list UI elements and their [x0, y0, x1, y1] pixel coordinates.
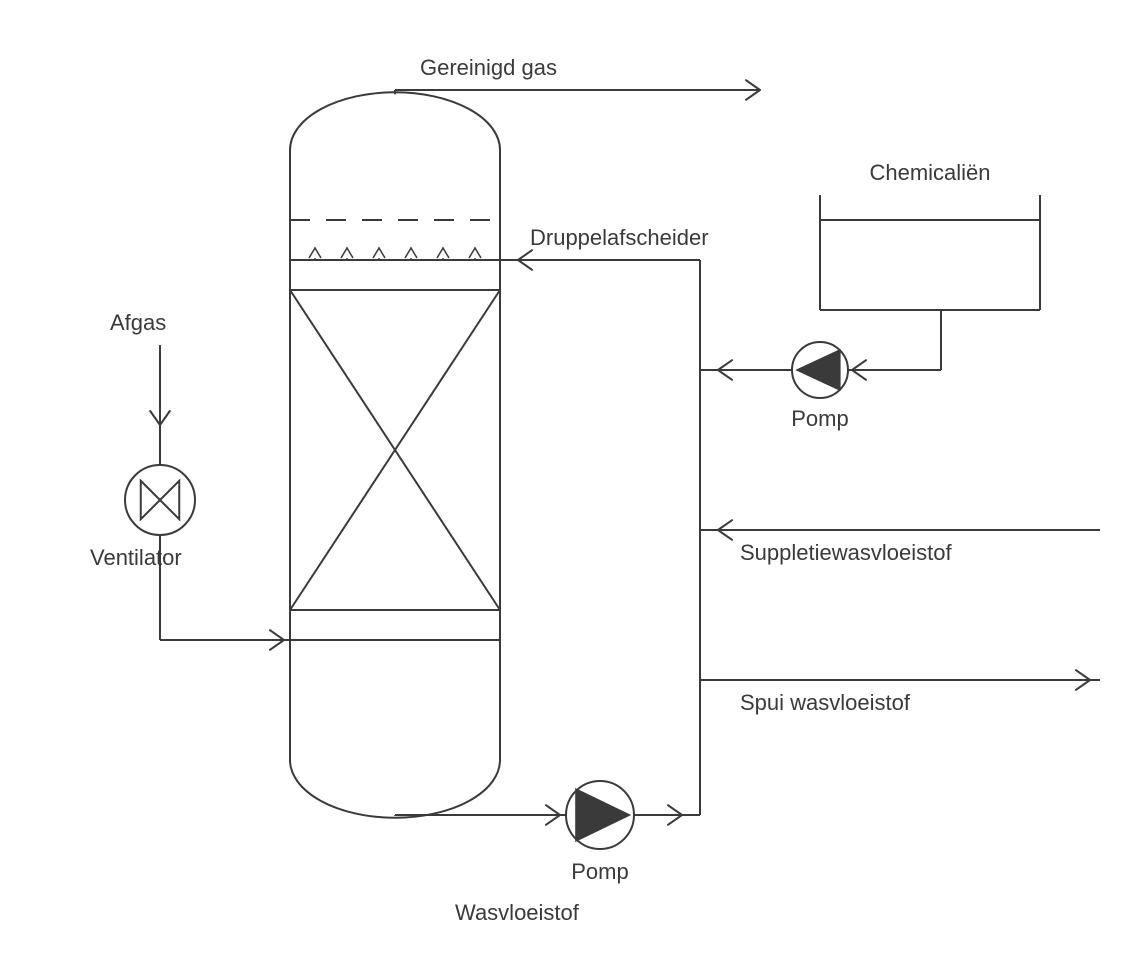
label-makeup: Suppletiewasvloeistof: [740, 540, 952, 565]
label-purge: Spui wasvloeistof: [740, 690, 911, 715]
label-pump-bottom: Pomp: [571, 859, 628, 884]
label-wash-liquid: Wasvloeistof: [455, 900, 580, 925]
label-fan: Ventilator: [90, 545, 182, 570]
label-chemicals: Chemicaliën: [869, 160, 990, 185]
label-pump-top: Pomp: [791, 406, 848, 431]
label-mist-eliminator: Druppelafscheider: [530, 225, 709, 250]
label-waste-gas: Afgas: [110, 310, 166, 335]
label-cleaned-gas: Gereinigd gas: [420, 55, 557, 80]
process-diagram: Gereinigd gas Chemicaliën Pomp Druppelafsch…: [0, 0, 1122, 948]
